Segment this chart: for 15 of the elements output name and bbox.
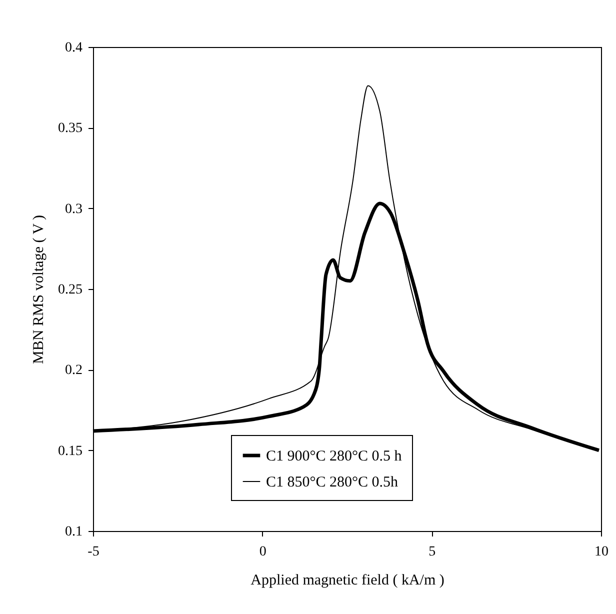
- x-tick-label: -5: [88, 544, 100, 560]
- y-tick-label: 0.4: [65, 40, 82, 56]
- y-tick-label: 0.2: [65, 363, 82, 378]
- x-tick-label: 0: [259, 544, 266, 560]
- x-tick-label: 10: [594, 544, 608, 560]
- y-tick-label: 0.25: [58, 282, 82, 298]
- legend-label: C1 900°C 280°C 0.5 h: [266, 448, 402, 464]
- legend-label: C1 850°C 280°C 0.5h: [266, 474, 399, 490]
- y-tick-label: 0.1: [65, 524, 82, 540]
- y-tick-label: 0.35: [58, 121, 82, 136]
- x-axis-title: Applied magnetic field ( kA/m ): [250, 572, 444, 588]
- y-tick-label: 0.3: [65, 202, 82, 217]
- y-axis-title: MBN RMS voltage ( V ): [31, 214, 47, 364]
- y-tick-label: 0.15: [58, 444, 82, 459]
- x-tick-label: 5: [428, 544, 436, 560]
